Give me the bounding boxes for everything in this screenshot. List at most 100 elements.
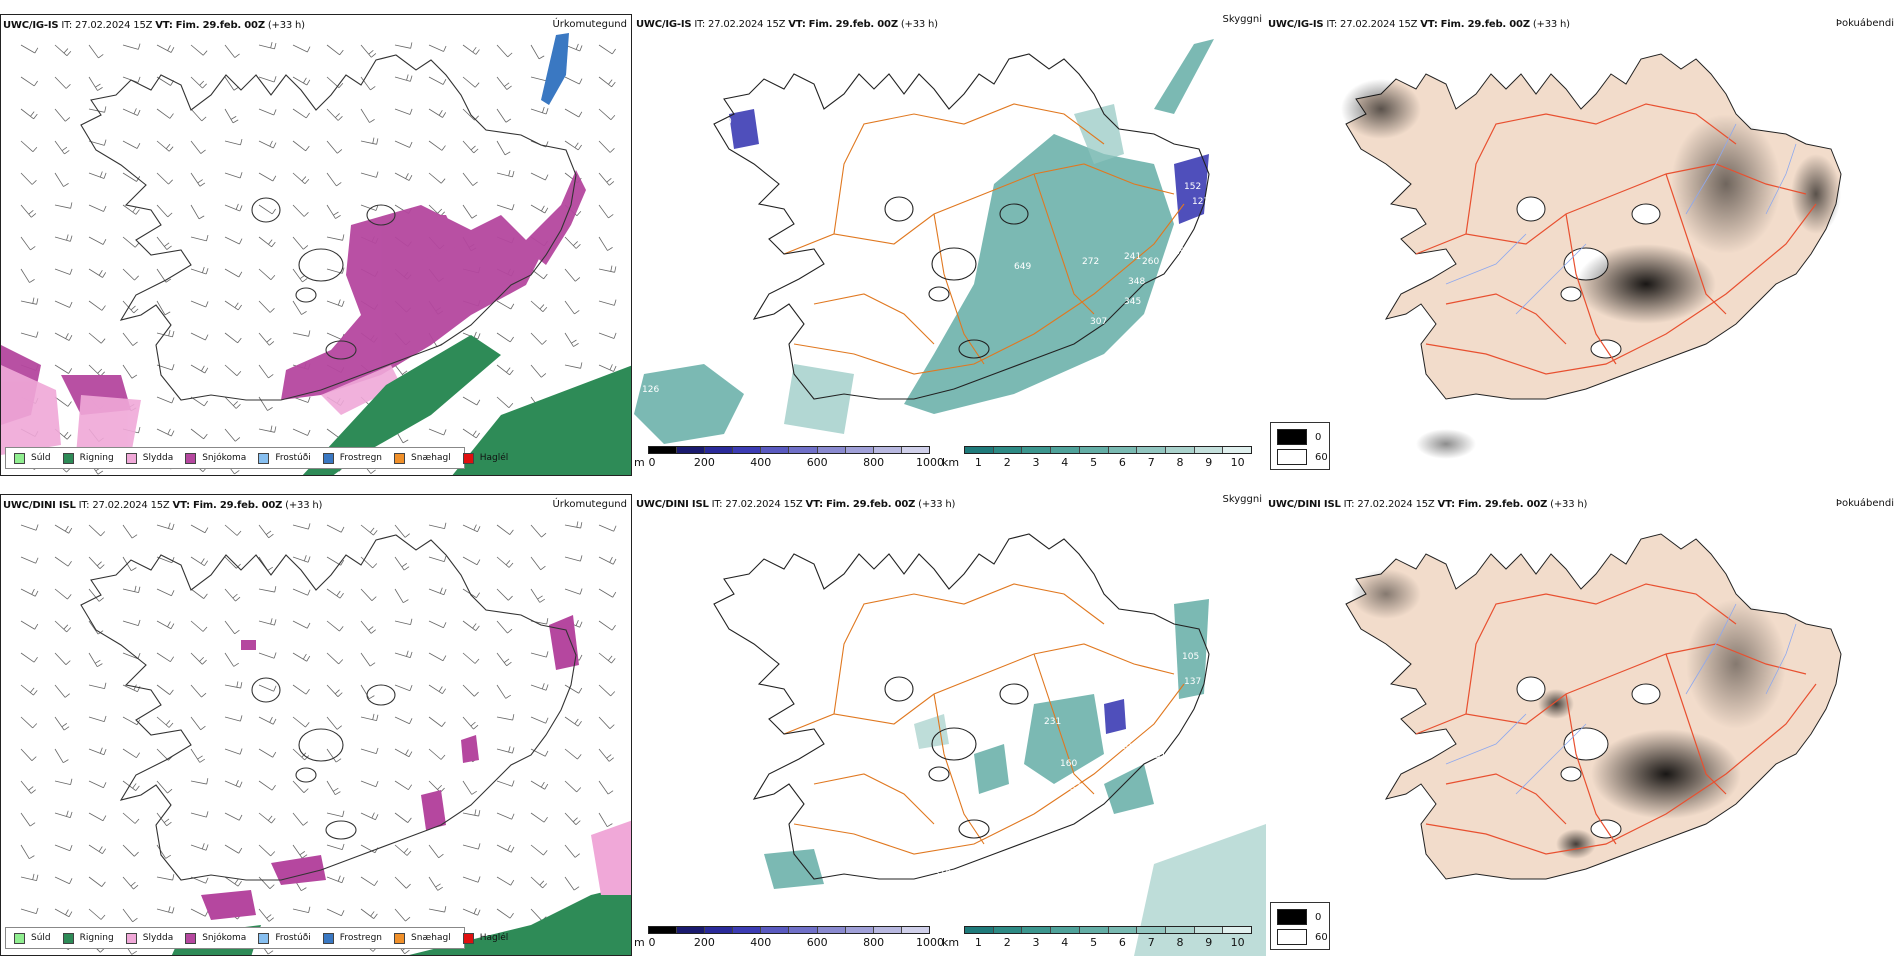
panel-title: Úrkomutegund: [552, 499, 627, 510]
legend-swatch: [14, 932, 25, 944]
visibility-value-label: 127: [1192, 197, 1209, 207]
visibility-value-label: 231: [1044, 717, 1061, 727]
panel-header: UWC/DINI ISL IT: 27.02.2024 15Z VT: Fim.…: [3, 500, 323, 511]
iceland-visibility-map: 0 126 649 272 241 260 192 207 348 345 307 152 127 227…: [634, 39, 1214, 444]
visibility-value-label: 337: [1064, 783, 1081, 793]
legend-swatch: [462, 932, 474, 944]
legend-label: Snjókoma: [202, 933, 247, 943]
colorbar-strip: [964, 926, 1252, 934]
colorbar-tick: 400: [750, 936, 772, 949]
visibility-value-label: 318: [934, 869, 951, 879]
visibility-value-label: 348: [1128, 277, 1145, 287]
legend-label: Rigning: [79, 453, 114, 463]
legend-item-7: Haglél: [462, 452, 509, 464]
visibility-value-label: 227: [1014, 405, 1031, 415]
legend-item-6: Snæhagl: [394, 932, 451, 944]
fog-legend-label: 0: [1315, 431, 1322, 443]
legend-item-7: Haglél: [462, 932, 508, 944]
legend-swatch: [258, 932, 270, 944]
panel-title: Þokuábendi: [1835, 498, 1894, 509]
fog-legend-label: 60: [1315, 451, 1328, 463]
colorbar-tick: 9: [1205, 456, 1213, 469]
legend-swatch: [62, 932, 74, 944]
legend-swatch: [394, 932, 406, 944]
legend-item-6: Snæhagl: [394, 452, 451, 464]
colorbar-tick: 1000: [916, 456, 944, 469]
colorbar-tick: 3: [1032, 456, 1040, 469]
legend-label: Slydda: [142, 453, 174, 463]
visibility-value-label: 649: [1014, 262, 1031, 272]
colorbar-tick: 6: [1118, 456, 1126, 469]
colorbar-tick: 5: [1090, 456, 1098, 469]
legend-item-3: Snjókoma: [185, 452, 247, 464]
legend-swatch: [125, 452, 137, 464]
legend-swatch: [185, 932, 197, 944]
legend-item-3: Snjókoma: [185, 932, 247, 944]
legend-label: Frostúði: [275, 453, 311, 463]
visibility-value-label: 241: [1124, 252, 1141, 262]
fog-legend-swatch: [1277, 449, 1307, 465]
colorbar-tick: 200: [693, 456, 715, 469]
fog-legend-swatch: [1277, 929, 1307, 945]
visibility-km-colorbar: km 1 2 3 4 5 6 7 8 9 10: [942, 926, 1258, 952]
visibility-m-colorbar: m 0 200 400 600 800 1000: [634, 446, 944, 472]
iceland-precip-map: [1, 33, 631, 475]
visibility-value-label: 106: [1120, 742, 1137, 752]
legend-item-1: Rigning: [62, 932, 114, 944]
legend-label: Snjókoma: [202, 453, 247, 463]
colorbar-tick: 10: [1230, 936, 1245, 949]
legend-label: Haglél: [479, 453, 509, 463]
colorbar-tick: 8: [1176, 936, 1184, 949]
fog-legend-row: 60: [1277, 449, 1328, 465]
legend-swatch: [322, 932, 334, 944]
colorbar-tick: 1000: [916, 936, 944, 949]
colorbar-tick: 3: [1032, 936, 1040, 949]
legend-label: Snæhagl: [411, 933, 451, 943]
colorbar-tick: 7: [1147, 456, 1155, 469]
panel-header: UWC/DINI ISL IT: 27.02.2024 15Z VT: Fim.…: [1268, 499, 1588, 510]
colorbar-tick: 10: [1230, 456, 1245, 469]
legend-swatch: [14, 452, 25, 464]
legend-item-5: Frostregn: [322, 932, 383, 944]
visibility-value-label: 260: [1142, 257, 1159, 267]
fog-panel-dini: UWC/DINI ISL IT: 27.02.2024 15Z VT: Fim.…: [1266, 494, 1898, 956]
legend-item-4: Frostúði: [258, 932, 311, 944]
colorbar-tick: 1: [974, 936, 982, 949]
visibility-panel-dini: UWC/DINI ISL IT: 27.02.2024 15Z VT: Fim.…: [634, 494, 1266, 956]
legend-label: Frostúði: [275, 933, 311, 943]
visibility-m-colorbar: m 0 200 400 600 800 1000: [634, 926, 944, 952]
visibility-value-label: 126: [642, 385, 659, 395]
legend-swatch: [125, 932, 137, 944]
precip-type-panel-dini: UWC/DINI ISL IT: 27.02.2024 15Z VT: Fim.…: [0, 494, 632, 956]
legend-item-4: Frostúði: [258, 452, 311, 464]
colorbar-unit: m: [634, 456, 645, 469]
visibility-value-label: 345: [1124, 297, 1141, 307]
colorbar-tick: 0: [648, 936, 656, 949]
legend-label: Frostregn: [339, 933, 383, 943]
colorbar-strip: [648, 446, 930, 454]
visibility-value-label: 207: [1170, 269, 1187, 279]
legend-label: Súld: [31, 933, 51, 943]
precip-type-panel-igis: UWC/IG-IS IT: 27.02.2024 15Z VT: Fim. 29…: [0, 14, 632, 476]
fog-legend-swatch: [1277, 429, 1307, 445]
visibility-value-label: 151: [1149, 751, 1166, 761]
legend-swatch: [185, 452, 197, 464]
legend-item-2: Slydda: [125, 452, 174, 464]
colorbar-tick: 8: [1176, 456, 1184, 469]
colorbar-tick: 800: [863, 936, 885, 949]
legend-label: Slydda: [142, 933, 174, 943]
iceland-fog-map: [1345, 533, 1842, 880]
panel-title: Úrkomutegund: [552, 19, 627, 30]
colorbar-tick: 7: [1147, 936, 1155, 949]
colorbar-tick: 4: [1061, 456, 1069, 469]
legend-item-1: Rigning: [62, 452, 114, 464]
legend-item-5: Frostregn: [322, 452, 382, 464]
colorbar-strip: [648, 926, 930, 934]
panel-header: UWC/DINI ISL IT: 27.02.2024 15Z VT: Fim.…: [636, 499, 956, 510]
panel-title: Skyggni: [1222, 14, 1262, 25]
legend-label: Súld: [31, 453, 51, 463]
fog-legend: 0 60: [1270, 422, 1330, 470]
legend-swatch: [462, 452, 474, 464]
colorbar-tick: 2: [1003, 456, 1011, 469]
